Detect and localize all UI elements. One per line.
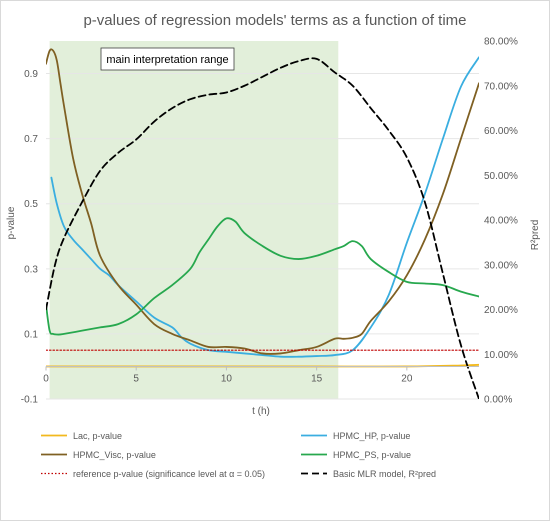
- x-tick-label: 0: [43, 373, 49, 384]
- interpretation-range-shade: [49, 41, 339, 399]
- series-line-hpmc-ps-p-value: [46, 217, 479, 336]
- series-line-basic-mlr-model-r-pred: [46, 57, 479, 399]
- y-tick-label: 0.1: [24, 329, 38, 340]
- secondary-y-axis-label: R²pred: [530, 220, 541, 251]
- legend-label: Basic MLR model, R²pred: [333, 469, 436, 479]
- legend-entry-reference-p-value-significance-level-at-0-05: reference p-value (significance level at…: [41, 469, 265, 479]
- x-tick-label: 10: [221, 373, 233, 384]
- chart-title: p-values of regression models' terms as …: [83, 12, 466, 29]
- y-axis-label: p-value: [6, 206, 17, 239]
- legend-label: reference p-value (significance level at…: [73, 469, 265, 479]
- y2-tick-label: 0.00%: [484, 395, 512, 406]
- series-line-hpmc-visc-p-value: [46, 48, 479, 355]
- y2-tick-label: 50.00%: [484, 171, 518, 182]
- interpretation-range-label-box: [100, 47, 235, 71]
- y2-tick-label: 40.00%: [484, 216, 518, 227]
- x-tick-label: 5: [133, 373, 139, 384]
- y2-tick-label: 60.00%: [484, 126, 518, 137]
- x-axis-label: t (h): [252, 406, 270, 417]
- legend: Lac, p-value HPMC_HP, p-value HPMC_Visc, p…: [41, 431, 436, 479]
- x-tick-label: 20: [401, 373, 413, 384]
- y2-tick-label: 30.00%: [484, 260, 518, 271]
- legend-entry-hpmc-hp-p-value: HPMC_HP, p-value: [301, 431, 410, 441]
- y2-tick-label: 70.00%: [484, 81, 518, 92]
- interpretation-range-label: main interpretation range: [106, 54, 228, 66]
- legend-entry-lac-p-value: Lac, p-value: [41, 431, 122, 441]
- legend-entry-basic-mlr-model-r-pred: Basic MLR model, R²pred: [301, 469, 436, 479]
- y2-tick-label: 80.00%: [484, 37, 518, 48]
- legend-label: HPMC_PS, p-value: [333, 450, 411, 460]
- series-line-hpmc-hp-p-value: [50, 56, 479, 358]
- legend-label: HPMC_Visc, p-value: [73, 450, 156, 460]
- legend-entry-hpmc-visc-p-value: HPMC_Visc, p-value: [41, 450, 156, 460]
- legend-label: Lac, p-value: [73, 431, 122, 441]
- y-tick-label: 0.5: [24, 199, 38, 210]
- y-tick-label: -0.1: [21, 395, 39, 406]
- gridlines: [46, 73, 479, 400]
- y-tick-label: 0.9: [24, 69, 38, 80]
- legend-entry-hpmc-ps-p-value: HPMC_PS, p-value: [301, 450, 411, 460]
- axis-layer: 0 5 10 15 20 -0.1 0.1 0.3 0.5 0.7 0.9 0.00% 10.00% 20…: [21, 37, 518, 406]
- y-tick-label: 0.3: [24, 264, 38, 275]
- legend-label: HPMC_HP, p-value: [333, 431, 410, 441]
- interpretation-range-layer: main interpretation range: [49, 41, 339, 399]
- y-tick-label: 0.7: [24, 134, 38, 145]
- y2-tick-label: 10.00%: [484, 350, 518, 361]
- y2-tick-label: 20.00%: [484, 305, 518, 316]
- x-tick-label: 15: [311, 373, 323, 384]
